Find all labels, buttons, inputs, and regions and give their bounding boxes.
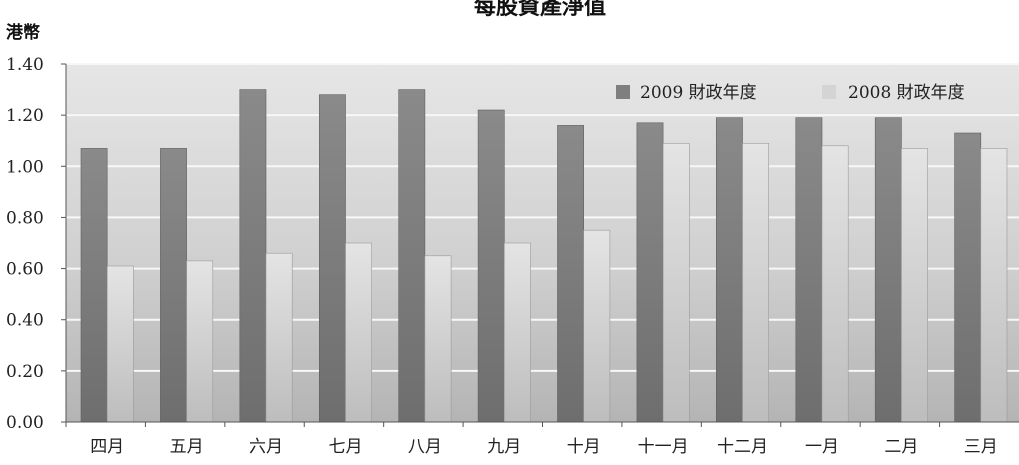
bar-2008 [265,252,293,423]
bar-2009 [239,89,267,423]
bar-2008 [821,145,849,423]
bar-2008 [901,148,928,423]
legend-swatch-2008 [822,85,836,99]
legend-swatch-2009 [616,85,630,99]
x-tick-label: 三月 [964,437,998,457]
bar-2008 [980,148,1008,423]
x-tick-label: 四月 [90,437,124,457]
bar-2008 [742,143,770,423]
x-tick-label: 二月 [884,437,918,457]
bar-2009 [954,132,982,423]
bar-2009 [160,148,187,423]
bar-2008 [106,265,134,423]
y-tick-label: 0.40 [6,311,44,331]
x-tick-label: 十月 [567,437,601,457]
bar-2008 [186,260,214,423]
y-tick-label: 1.40 [6,55,44,75]
x-tick-label: 七月 [329,437,363,457]
bar-2008 [662,143,690,423]
x-axis: 四月 五月 六月 七月 八月 九月 十月 十一月 十二月 一月 二月 三月 [65,421,1019,457]
bar-2009 [715,117,743,423]
bars [80,89,1008,423]
y-tick-label: 0.80 [6,208,44,228]
bar-2009 [398,89,426,423]
x-tick-label: 八月 [408,437,442,457]
x-tick-label: 六月 [249,437,283,457]
legend: 2009 財政年度 2008 財政年度 [616,83,965,103]
y-tick-label: 1.00 [6,157,44,177]
gridlines [66,63,1019,372]
y-axis: 0.00 0.20 0.40 0.60 0.80 1.00 1.20 1.40 [6,55,67,433]
bar-2008 [424,255,452,423]
bar-2009 [636,122,664,423]
x-tick-label: 十二月 [717,437,768,457]
bar-2009 [557,125,585,423]
legend-label-2009: 2009 財政年度 [640,83,757,103]
bar-2009 [795,117,823,423]
bar-2008 [345,242,373,423]
y-tick-label: 0.00 [6,413,44,433]
bar-2009 [318,94,346,423]
bar-2009 [80,148,108,423]
x-tick-label: 十一月 [638,437,689,457]
x-tick-label: 九月 [487,437,521,457]
chart-title: 每股資產淨值 [474,0,606,20]
y-tick-label: 0.60 [6,260,44,280]
bar-2008 [503,242,531,423]
legend-label-2008: 2008 財政年度 [848,83,965,103]
y-tick-label: 1.20 [6,106,44,126]
y-tick-label: 0.20 [6,362,44,382]
bar-2009 [874,117,902,423]
plot-area [66,64,1019,422]
bar-2008 [583,229,611,423]
x-tick-label: 五月 [170,437,204,457]
y-axis-unit-label: 港幣 [6,22,40,43]
x-tick-label: 一月 [805,437,839,457]
bar-2009 [477,109,505,423]
